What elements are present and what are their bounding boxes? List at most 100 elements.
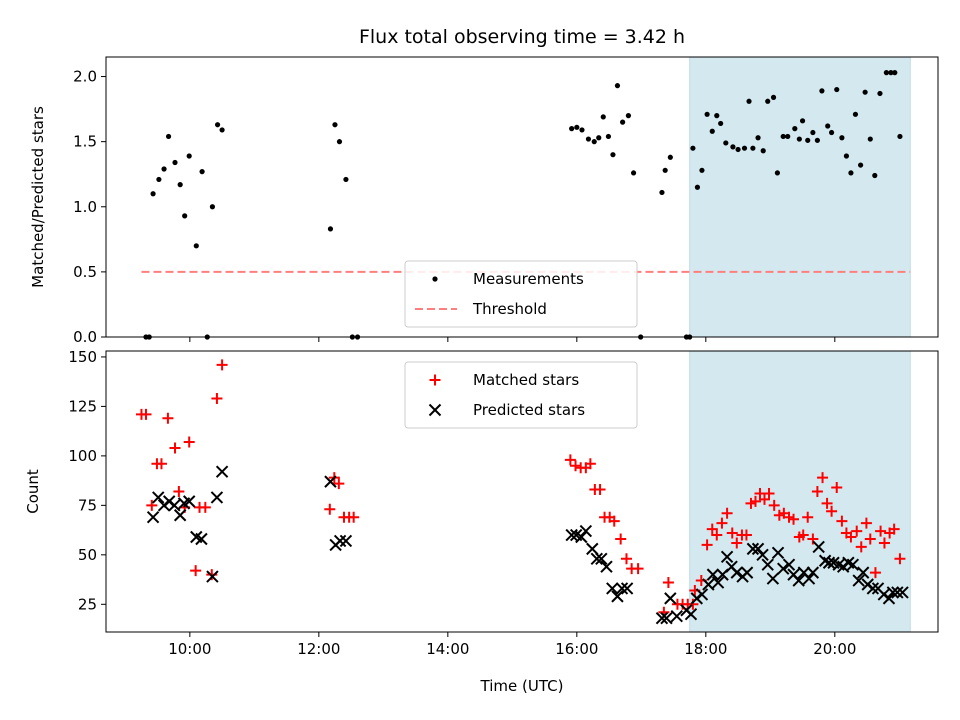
measurements-point — [872, 172, 878, 179]
bottom-y-tick-label: 75 — [78, 496, 97, 514]
matched-stars-point — [324, 503, 336, 515]
matched-stars-point — [333, 478, 345, 490]
predicted-stars-point — [670, 609, 683, 623]
predicted-stars-point — [751, 542, 765, 556]
measurements-point — [332, 122, 338, 128]
measurements-point — [760, 148, 766, 154]
x-tick-label: 14:00 — [426, 640, 469, 658]
measurements-point — [182, 213, 188, 219]
predicted-stars-point — [822, 556, 836, 569]
measurements-point — [591, 139, 597, 145]
matched-stars-point — [864, 533, 876, 545]
measurements-point — [690, 145, 696, 151]
matched-stars-point — [701, 539, 713, 551]
matched-stars-point — [687, 598, 699, 610]
matched-stars-point — [894, 553, 906, 565]
measurements-point — [585, 136, 592, 142]
predicted-stars-point — [195, 532, 208, 546]
measurements-point — [161, 166, 167, 172]
matched-stars-point — [831, 482, 843, 494]
top-y-axis-title: Matched/Predicted stars — [29, 106, 47, 288]
top-legend-box — [404, 260, 638, 328]
measurements-point — [630, 170, 637, 176]
matched-stars-point — [169, 442, 181, 454]
matched-stars-point — [615, 533, 627, 545]
top-panel: 0.0 0.5 1.0 1.5 2.0 Matched/Predicted stars Me… — [29, 56, 939, 346]
measurements-point — [150, 191, 156, 197]
predicted-stars-point — [846, 558, 860, 571]
predicted-stars-point — [152, 491, 165, 504]
measurements-point — [765, 98, 771, 104]
measurements-point — [667, 154, 673, 160]
predicted-stars-point — [586, 542, 599, 556]
predicted-stars-point — [655, 611, 669, 625]
matched-stars-point — [817, 472, 829, 484]
predicted-stars-point — [711, 576, 725, 589]
bottom-legend: Matched stars Predicted stars — [404, 361, 638, 429]
measurements-point — [199, 169, 205, 175]
measurements-point — [888, 70, 894, 76]
top-y-tick-label: 0.0 — [73, 328, 97, 346]
measurements-point — [659, 189, 665, 196]
top-y-tick-label: 1.5 — [73, 133, 97, 151]
matched-stars-point — [620, 553, 632, 565]
measurements-point — [828, 129, 835, 136]
matched-stars-point — [763, 487, 775, 499]
legend-marker-measurements — [432, 276, 438, 282]
bottom-y-axis-title: Count — [24, 469, 42, 514]
predicted-stars-point — [210, 491, 224, 504]
predicted-stars-point — [215, 465, 229, 478]
predicted-stars-point — [882, 592, 896, 605]
bottom-y-tick-label: 50 — [78, 546, 97, 564]
top-highlight-span — [689, 56, 911, 338]
top-axes-frame — [105, 56, 939, 338]
bottom-y-tick-label: 150 — [68, 348, 97, 366]
measurements-point — [579, 127, 585, 133]
measurements-point — [848, 170, 854, 176]
measurements-point — [610, 152, 616, 158]
predicted-stars-point — [684, 607, 698, 621]
measurements-point — [741, 145, 748, 151]
measurements-point — [862, 89, 868, 95]
predicted-stars-point — [611, 590, 624, 603]
predicted-stars-point — [777, 562, 790, 575]
measurements-point — [834, 86, 840, 93]
measurements-point — [694, 184, 701, 190]
matched-stars-point — [811, 486, 823, 497]
predicted-stars-point — [595, 552, 608, 565]
measurements-point — [718, 120, 724, 127]
matched-stars-point — [726, 527, 738, 539]
matched-stars-point — [875, 525, 887, 537]
matched-stars-point — [662, 577, 674, 589]
measurements-point — [792, 126, 798, 132]
measurements-point — [780, 133, 786, 140]
matched-stars-point — [211, 392, 223, 404]
matched-stars-point — [570, 460, 582, 472]
predicted-stars-point — [720, 550, 734, 564]
predicted-stars-point — [891, 586, 904, 599]
measurements-point — [165, 133, 172, 140]
bottom-y-tick-label: 25 — [78, 595, 97, 613]
predicted-stars-point — [146, 511, 160, 524]
matched-stars-point — [821, 497, 833, 509]
measurements-point — [214, 122, 221, 128]
predicted-stars-point — [896, 586, 909, 599]
matched-stars-point — [594, 484, 606, 496]
bottom-axes-frame — [105, 350, 939, 633]
bottom-legend-box — [404, 361, 638, 429]
matched-stars-point — [888, 523, 900, 535]
x-tick-label: 10:00 — [168, 640, 211, 658]
matched-stars-point — [584, 458, 596, 470]
measurements-point — [600, 114, 606, 120]
bottom-y-tick-label: 100 — [68, 447, 97, 465]
measurements-point — [327, 226, 334, 232]
matched-stars-point — [788, 513, 800, 525]
measurements-point — [819, 88, 825, 94]
chart-title: Flux total observing time = 3.42 h — [359, 26, 685, 48]
measurements-point — [177, 182, 183, 188]
legend-label-measurements: Measurements — [473, 270, 584, 288]
predicted-stars-point — [782, 558, 796, 571]
matched-stars-point — [173, 486, 185, 497]
predicted-stars-point — [333, 534, 347, 548]
